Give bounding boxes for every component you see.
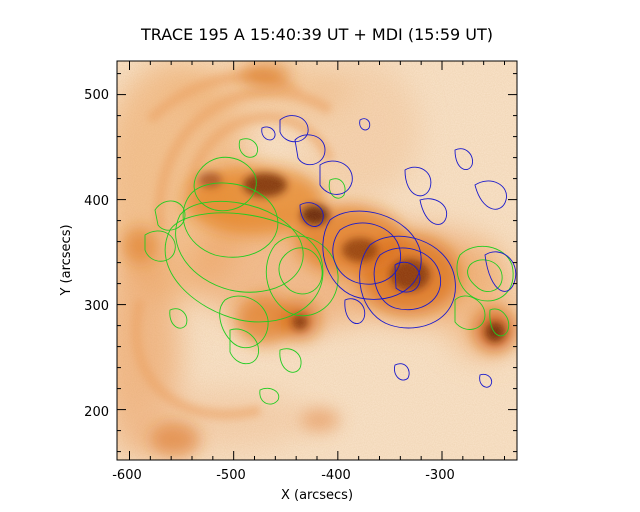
y-tick-label: 300 bbox=[84, 299, 109, 314]
x-tick-label: -300 bbox=[425, 468, 455, 483]
y-tick-label: 500 bbox=[84, 88, 109, 103]
mdi-positive-contours bbox=[144, 138, 514, 405]
x-tick-label: -600 bbox=[112, 468, 142, 483]
mdi-negative-contours bbox=[261, 115, 517, 388]
plot-title: TRACE 195 A 15:40:39 UT + MDI (15:59 UT) bbox=[140, 25, 493, 44]
x-tick-labels: -600 -500 -400 -300 bbox=[112, 468, 455, 483]
x-axis-title: X (arcsecs) bbox=[281, 488, 353, 503]
x-tick-label: -400 bbox=[321, 468, 351, 483]
x-tick-label: -500 bbox=[216, 468, 246, 483]
y-tick-label: 200 bbox=[84, 405, 109, 420]
trace-euv-image bbox=[117, 61, 517, 460]
axis-ticks bbox=[117, 61, 517, 460]
y-tick-labels: 200 300 400 500 bbox=[84, 88, 109, 420]
y-axis-title: Y (arcsecs) bbox=[59, 224, 74, 296]
y-tick-label: 400 bbox=[84, 194, 109, 209]
